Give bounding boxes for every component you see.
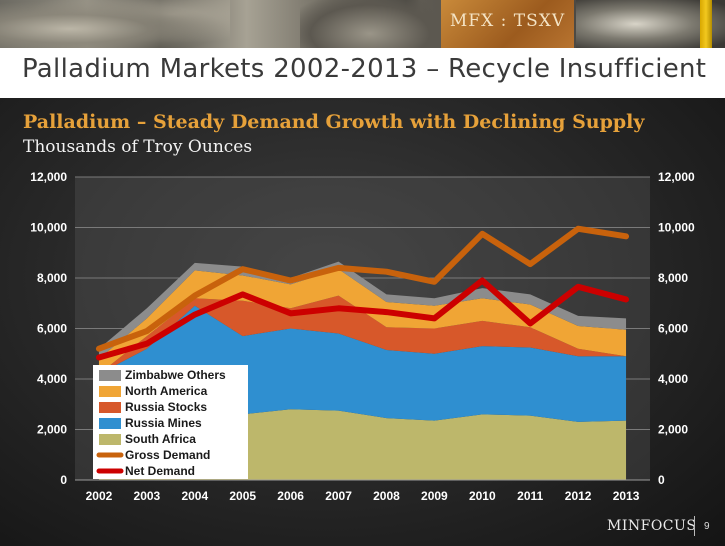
- legend-label: Russia Mines: [125, 416, 202, 430]
- legend-swatch: [99, 418, 121, 429]
- x-tick-label: 2009: [421, 489, 448, 503]
- minfocus-logo: MINFOCUS: [607, 518, 697, 534]
- title-bar: Palladium Markets 2002-2013 – Recycle In…: [0, 48, 725, 98]
- legend-swatch: [99, 370, 121, 381]
- y-tick-label-right: 6,000: [658, 322, 688, 336]
- x-tick-label: 2003: [134, 489, 161, 503]
- legend-label: Russia Stocks: [125, 400, 207, 414]
- area-russia-stocks: [98, 295, 627, 374]
- y-tick-label-left: 10,000: [30, 221, 67, 235]
- y-tick-label-left: 8,000: [37, 271, 67, 285]
- legend-label: South Africa: [125, 432, 196, 446]
- legend-label: Zimbabwe Others: [125, 368, 226, 382]
- rock-photo: [300, 0, 440, 48]
- x-tick-label: 2011: [517, 489, 543, 503]
- legend-label: Gross Demand: [125, 448, 210, 462]
- legend-swatch: [99, 402, 121, 413]
- chart-title: Palladium – Steady Demand Growth with De…: [23, 111, 645, 133]
- legend-swatch: [99, 434, 121, 445]
- slide-title: Palladium Markets 2002-2013 – Recycle In…: [22, 54, 707, 84]
- y-tick-label-left: 6,000: [37, 322, 67, 336]
- y-tick-label-left: 12,000: [30, 170, 67, 184]
- footer-divider: [694, 516, 695, 536]
- legend-label: Net Demand: [125, 464, 195, 478]
- x-tick-label: 2010: [469, 489, 496, 503]
- x-tick-label: 2007: [325, 489, 352, 503]
- rock-photo: [0, 0, 230, 48]
- y-tick-label-left: 0: [60, 473, 67, 487]
- page-number: 9: [704, 521, 710, 532]
- header-banner: MFX : TSXV: [0, 0, 725, 48]
- x-tick-label: 2008: [373, 489, 400, 503]
- area-north-america: [98, 269, 627, 374]
- y-tick-label-right: 2,000: [658, 423, 688, 437]
- ticker-badge: MFX : TSXV: [441, 0, 574, 48]
- y-tick-label-left: 4,000: [37, 372, 67, 386]
- pick-handle-photo: [700, 0, 712, 48]
- x-tick-label: 2004: [181, 489, 208, 503]
- x-tick-label: 2013: [613, 489, 640, 503]
- y-tick-label-right: 10,000: [658, 221, 695, 235]
- y-tick-label-right: 8,000: [658, 271, 688, 285]
- x-tick-label: 2006: [277, 489, 304, 503]
- x-tick-label: 2002: [86, 489, 113, 503]
- y-tick-label-right: 12,000: [658, 170, 695, 184]
- y-tick-label-left: 2,000: [37, 423, 67, 437]
- y-tick-label-right: 0: [658, 473, 665, 487]
- chart-units: Thousands of Troy Ounces: [23, 137, 253, 157]
- y-tick-label-right: 4,000: [658, 372, 688, 386]
- x-tick-label: 2005: [229, 489, 256, 503]
- line-net-demand: [95, 277, 630, 361]
- x-tick-label: 2012: [565, 489, 592, 503]
- area-zimbabwe-others: [98, 261, 627, 359]
- legend: Zimbabwe Others North America Russia Stock…: [93, 365, 248, 479]
- legend-label: North America: [125, 384, 208, 398]
- legend-swatch: [99, 386, 121, 397]
- line-gross-demand: [95, 225, 630, 352]
